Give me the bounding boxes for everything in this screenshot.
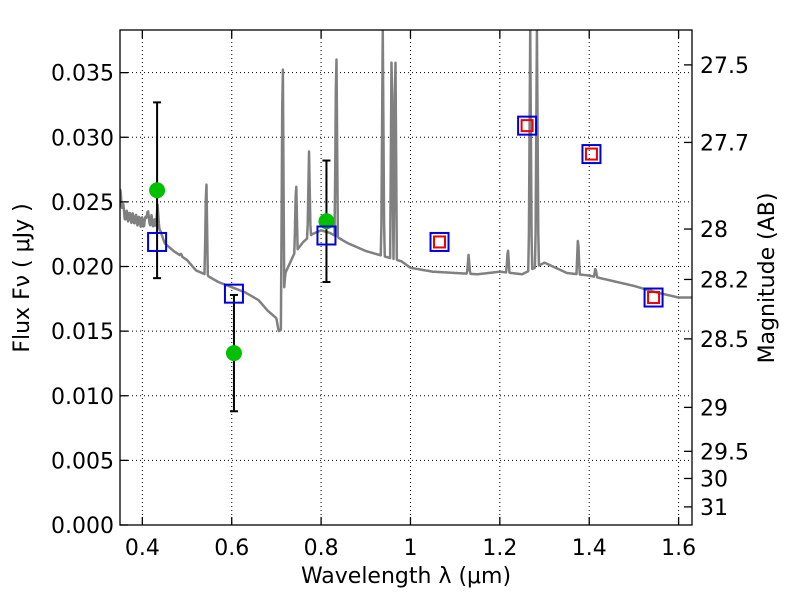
x-axis-title: Wavelength λ (μm) xyxy=(301,564,511,589)
magnitude-tick-label: 28.5 xyxy=(700,328,749,353)
model-photometry-square xyxy=(517,115,538,136)
tick-labels: 0.4 0.6 0.8 1 1.2 1.4 1.6 0.000 0.005 0.010 0.015 0… xyxy=(51,54,749,561)
nir-photometry-square xyxy=(520,119,534,133)
magnitude-tick-label: 29.5 xyxy=(700,440,749,465)
y-tick-label: 0.020 xyxy=(51,256,114,281)
magnitude-tick-label: 28 xyxy=(700,218,728,243)
right-axis-title: Magnitude (AB) xyxy=(755,193,780,364)
y-tick-label: 0.025 xyxy=(51,191,114,216)
model-photometry-square xyxy=(147,231,168,252)
y-tick-label: 0.030 xyxy=(51,126,114,151)
model-photometry-square xyxy=(429,231,450,252)
model-photometry-square xyxy=(643,287,664,308)
magnitude-tick-label: 28.2 xyxy=(700,268,749,293)
observed-point xyxy=(318,213,335,230)
model-spectrum-line xyxy=(120,30,692,333)
grid-lines xyxy=(120,30,692,526)
magnitude-tick-label: 27.7 xyxy=(700,131,749,156)
data-markers xyxy=(147,101,664,413)
model-photometry-square xyxy=(316,225,337,246)
magnitude-tick-label: 29 xyxy=(700,396,728,421)
y-tick-label: 0.000 xyxy=(51,514,114,539)
x-tick-label: 1.6 xyxy=(661,536,696,561)
observed-point xyxy=(225,345,242,362)
magnitude-tick-label: 27.5 xyxy=(700,54,749,79)
x-tick-label: 0.6 xyxy=(214,536,249,561)
observed-point xyxy=(149,182,166,199)
magnitude-tick-label: 30 xyxy=(700,467,728,492)
x-tick-label: 1.2 xyxy=(482,536,517,561)
y-axis-title: Flux Fν ( μJy ) xyxy=(10,203,35,352)
nir-photometry-square xyxy=(584,147,598,161)
plot-frame xyxy=(119,29,693,526)
model-photometry-square xyxy=(223,283,244,304)
y-tick-label: 0.015 xyxy=(51,320,114,345)
x-tick-label: 1 xyxy=(403,536,417,561)
y-tick-label: 0.005 xyxy=(51,449,114,474)
x-tick-label: 1.4 xyxy=(572,536,607,561)
magnitude-tick-label: 31 xyxy=(700,496,728,521)
nir-photometry-square xyxy=(647,291,661,305)
axes-frame xyxy=(119,29,693,526)
model-spectrum xyxy=(120,30,692,333)
y-tick-label: 0.035 xyxy=(51,62,114,87)
nir-photometry-square xyxy=(433,235,447,249)
x-tick-label: 0.4 xyxy=(125,536,160,561)
model-photometry-square xyxy=(581,144,602,165)
x-tick-label: 0.8 xyxy=(304,536,339,561)
y-tick-label: 0.010 xyxy=(51,385,114,410)
